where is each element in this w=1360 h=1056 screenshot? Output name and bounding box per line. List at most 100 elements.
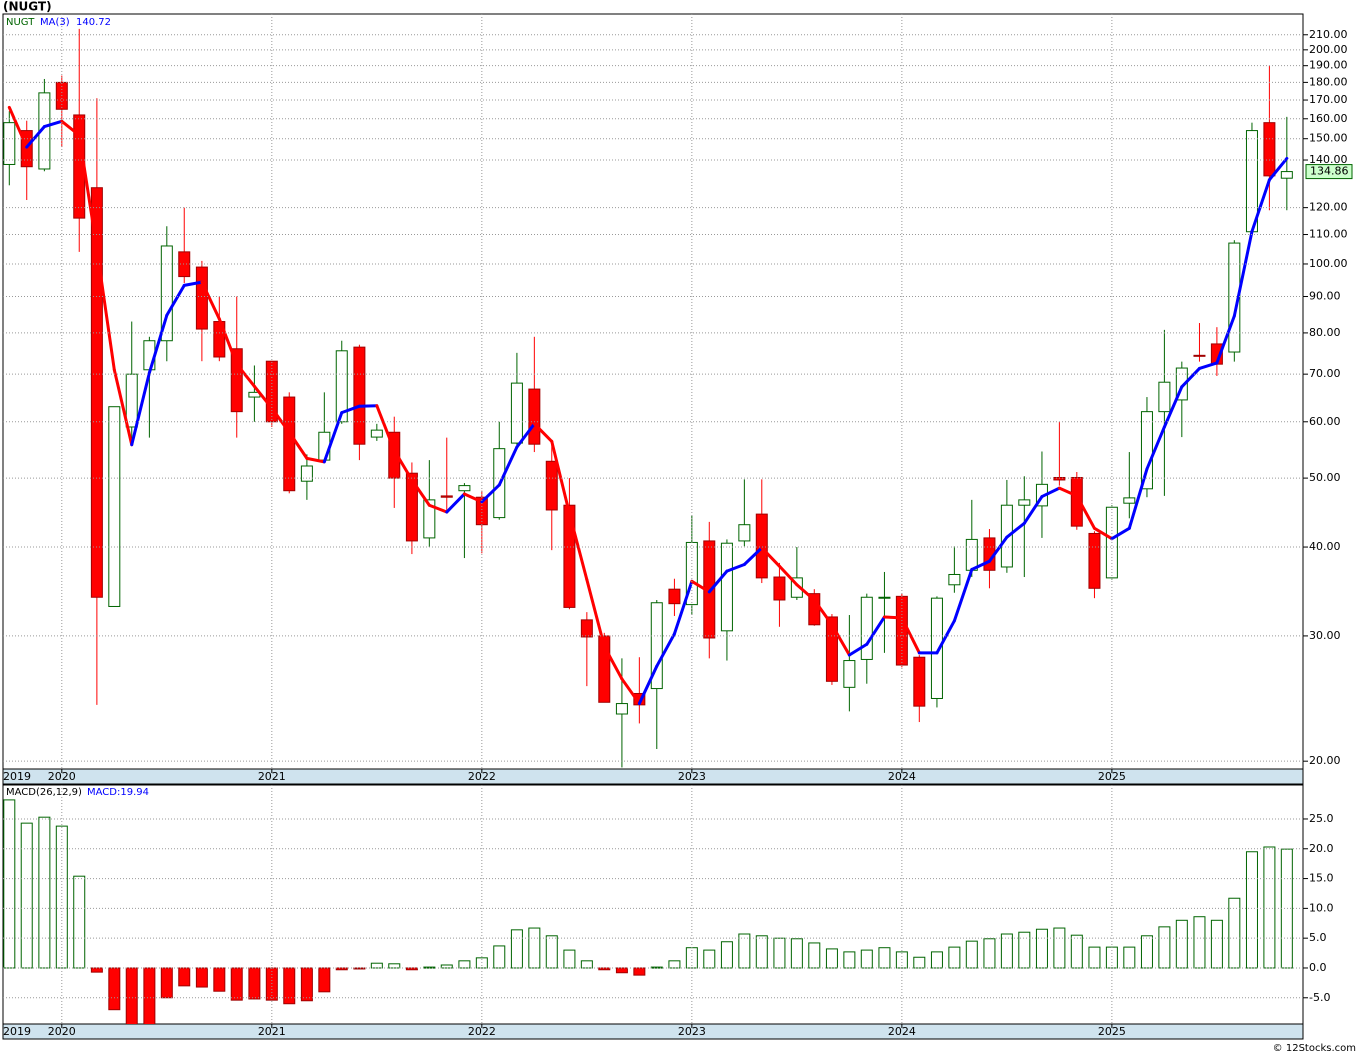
candle-body	[1175, 367, 1188, 401]
macd-bar	[580, 960, 593, 969]
ma-line	[42, 119, 64, 129]
ma-line	[515, 422, 536, 449]
macd-bar	[843, 951, 856, 969]
macd-bar	[860, 949, 873, 969]
candle-body	[230, 348, 243, 413]
x-tick-label: 2025	[1098, 770, 1126, 783]
candle-body	[615, 703, 628, 715]
y-tick-label: 50.00	[1309, 471, 1341, 484]
date-strip	[2, 768, 1304, 785]
macd-panel	[2, 784, 1304, 1025]
macd-bar	[283, 967, 296, 1005]
candle-body	[1280, 171, 1293, 179]
ma-line	[987, 535, 1009, 563]
ma-line	[672, 579, 694, 636]
macd-bar	[1158, 926, 1171, 969]
candle-body	[405, 472, 418, 542]
ma-line	[147, 313, 169, 375]
candle-body	[1070, 476, 1083, 527]
candle-body	[108, 406, 121, 607]
macd-bar	[738, 933, 751, 969]
ma-line	[200, 280, 221, 321]
candle-body	[195, 266, 208, 330]
candle-body	[930, 597, 943, 699]
macd-bar	[948, 946, 961, 969]
ma-line	[235, 362, 256, 388]
macd-bar	[1070, 934, 1083, 969]
ma-line	[217, 317, 239, 366]
candle-body	[318, 431, 331, 461]
macd-bar	[20, 822, 33, 969]
y-tick-label: 100.00	[1309, 257, 1348, 270]
ma-line	[882, 615, 904, 620]
candle-body	[370, 429, 383, 438]
ma-line	[77, 133, 99, 251]
macd-bar	[598, 967, 611, 971]
candle-body	[1123, 497, 1136, 504]
candle-body	[353, 346, 366, 445]
legend-ma-value: 140.72	[76, 17, 111, 28]
ma-line	[112, 368, 134, 447]
candle-body	[1193, 354, 1206, 357]
macd-bar	[1140, 935, 1153, 969]
y-tick-label: 10.0	[1309, 901, 1334, 914]
ma-line	[585, 578, 606, 648]
macd-bar	[1053, 927, 1066, 969]
macd-bar	[178, 967, 191, 987]
macd-bar	[1245, 851, 1258, 969]
macd-bar	[370, 962, 383, 969]
macd-bar	[563, 949, 576, 969]
ma-line	[725, 563, 746, 573]
x-tick-label: 2020	[48, 1025, 76, 1038]
macd-bar	[755, 935, 768, 969]
candle-body	[528, 388, 541, 445]
legend-symbol: NUGT	[6, 17, 35, 28]
ma-line	[760, 546, 781, 568]
macd-bar	[1228, 897, 1241, 969]
macd-bar	[143, 967, 156, 1024]
ma-line	[900, 616, 921, 655]
y-tick-label: 5.0	[1309, 931, 1327, 944]
y-tick-label: 180.00	[1309, 75, 1348, 88]
ma-line	[1092, 526, 1114, 541]
ma-line	[305, 456, 326, 464]
candle-body	[388, 431, 401, 479]
candle-body	[738, 524, 751, 542]
x-tick-label: 2021	[258, 770, 286, 783]
price-tag-label: 134.86	[1310, 165, 1349, 178]
ma-line	[602, 644, 624, 681]
ma-line	[427, 503, 449, 514]
x-tick-label: 2022	[468, 770, 496, 783]
y-tick-label: 160.00	[1309, 112, 1348, 125]
macd-bar	[510, 929, 523, 969]
x-tick-label: 2021	[258, 1025, 286, 1038]
candle-body	[650, 602, 663, 690]
macd-title: MACD(26,12,9)	[6, 787, 82, 798]
candle-body	[1158, 381, 1171, 413]
candle-body	[580, 619, 593, 638]
candle-body	[440, 495, 453, 498]
macd-bar	[248, 967, 261, 1000]
y-tick-label: 20.0	[1309, 842, 1334, 855]
x-tick-label: 2023	[678, 770, 706, 783]
ma-line	[375, 404, 396, 452]
ma-line	[637, 664, 659, 706]
candle-body	[3, 122, 16, 165]
candle-body	[948, 573, 961, 586]
y-tick-label: 30.00	[1309, 629, 1341, 642]
macd-bar	[913, 956, 926, 969]
ma-line	[165, 283, 186, 317]
ma-line	[252, 384, 274, 410]
y-tick-label: 150.00	[1309, 132, 1348, 145]
ma-line	[392, 448, 414, 482]
macd-bar	[703, 949, 716, 969]
ma-line	[532, 422, 554, 443]
macd-bar	[265, 967, 278, 1001]
candle-body	[160, 245, 173, 342]
y-tick-label: 190.00	[1309, 59, 1348, 72]
macd-bar	[1018, 931, 1031, 969]
ma-line	[812, 598, 834, 627]
ma-line	[1110, 526, 1131, 541]
y-tick-label: 60.00	[1309, 415, 1341, 428]
ma-line	[1162, 385, 1184, 429]
